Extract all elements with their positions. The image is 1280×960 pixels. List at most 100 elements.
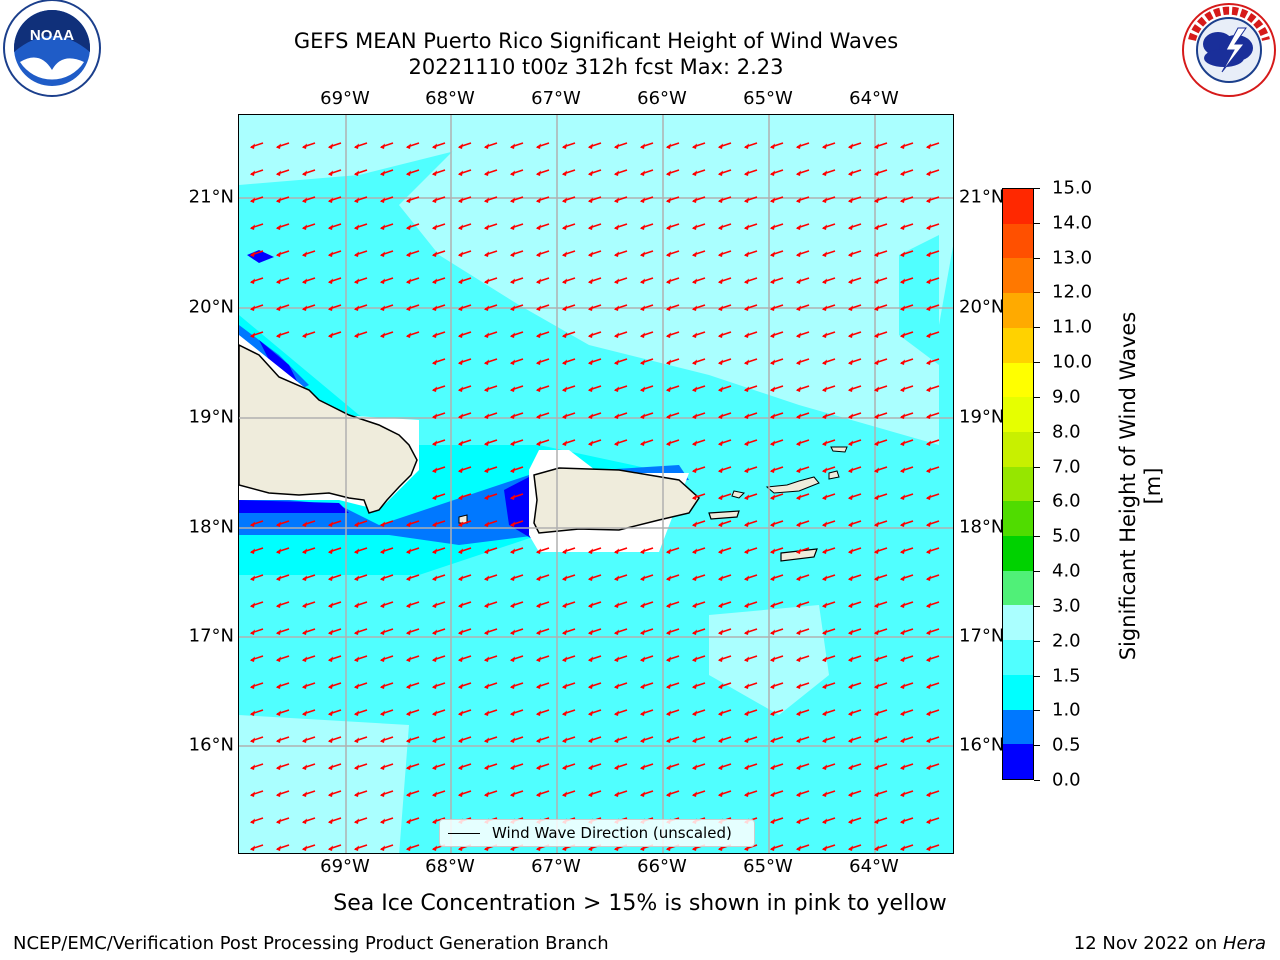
wind-arrow — [926, 250, 940, 257]
colorbar-segment — [1003, 189, 1033, 224]
wind-arrow — [770, 628, 784, 635]
colorbar-segment — [1003, 397, 1033, 432]
wind-arrow — [640, 196, 654, 203]
wind-arrow — [510, 655, 524, 662]
wind-arrow — [926, 844, 940, 851]
wind-arrow — [744, 196, 758, 203]
wind-arrow — [848, 601, 862, 608]
wind-arrow — [900, 682, 914, 689]
wind-arrow — [848, 304, 862, 311]
wind-arrow — [822, 628, 836, 635]
wind-arrow — [692, 250, 706, 257]
wind-arrow — [328, 277, 342, 284]
wind-arrow — [666, 790, 680, 797]
wind-arrow — [432, 682, 446, 689]
wind-arrow — [848, 520, 862, 527]
wind-arrow — [536, 709, 550, 716]
wind-arrow — [848, 412, 862, 419]
wind-arrow — [380, 547, 394, 554]
wind-arrow — [640, 709, 654, 716]
colorbar-label: Significant Height of Wind Waves [m] — [1116, 311, 1165, 661]
wind-arrow — [484, 709, 498, 716]
wind-arrow — [848, 493, 862, 500]
wind-arrow — [328, 736, 342, 743]
wind-arrow — [926, 547, 940, 554]
wind-arrow — [458, 493, 472, 500]
wind-arrow — [640, 142, 654, 149]
wind-arrow — [796, 709, 810, 716]
wind-arrow — [640, 574, 654, 581]
wind-arrow — [588, 169, 602, 176]
wind-arrow — [302, 277, 316, 284]
wind-arrow — [458, 196, 472, 203]
wind-arrow — [744, 412, 758, 419]
wind-arrow — [848, 709, 862, 716]
wind-arrow — [588, 277, 602, 284]
wind-arrow — [588, 142, 602, 149]
wind-arrow — [822, 763, 836, 770]
wind-arrow — [588, 601, 602, 608]
wind-arrow — [900, 331, 914, 338]
wind-arrow — [926, 520, 940, 527]
lon-label-top: 65°W — [743, 88, 793, 109]
wind-arrow — [510, 628, 524, 635]
wind-arrow — [276, 520, 290, 527]
wind-arrow — [926, 736, 940, 743]
wind-arrow — [770, 331, 784, 338]
wind-arrow — [692, 466, 706, 473]
wind-arrow — [458, 520, 472, 527]
wind-arrow — [354, 196, 368, 203]
wind-arrow — [302, 331, 316, 338]
wind-arrow — [926, 655, 940, 662]
colorbar-tick-mark — [1034, 292, 1040, 294]
wind-arrow — [250, 601, 264, 608]
wind-arrow — [562, 763, 576, 770]
wind-arrow — [770, 169, 784, 176]
wind-arrow — [302, 574, 316, 581]
colorbar-tick-mark — [1034, 675, 1040, 677]
wind-arrow — [718, 250, 732, 257]
wind-arrow — [822, 547, 836, 554]
wind-arrow — [822, 358, 836, 365]
colorbar-tick-mark — [1034, 780, 1040, 781]
wind-arrow — [770, 493, 784, 500]
wind-arrow — [614, 682, 628, 689]
wind-arrow — [562, 142, 576, 149]
wind-arrow — [536, 385, 550, 392]
wind-arrow — [380, 709, 394, 716]
wind-arrow — [926, 412, 940, 419]
wind-arrow — [380, 844, 394, 851]
wind-arrow — [406, 331, 420, 338]
wind-arrow — [666, 547, 680, 554]
wind-arrow — [900, 493, 914, 500]
wind-arrow — [900, 574, 914, 581]
wind-arrow — [432, 520, 446, 527]
wind-arrow — [276, 763, 290, 770]
wind-arrow — [718, 574, 732, 581]
wind-arrow — [692, 655, 706, 662]
wind-arrow — [900, 439, 914, 446]
wind-arrow — [900, 817, 914, 824]
wind-arrow — [614, 439, 628, 446]
colorbar-segment — [1003, 362, 1033, 398]
wind-arrow — [692, 547, 706, 554]
wind-arrow — [718, 682, 732, 689]
wind-arrow — [484, 277, 498, 284]
wind-arrow — [848, 277, 862, 284]
wind-arrow — [562, 547, 576, 554]
wind-arrow — [900, 304, 914, 311]
wind-arrow — [822, 142, 836, 149]
wind-arrow — [354, 844, 368, 851]
wind-arrow — [822, 709, 836, 716]
colorbar-tick-mark — [1034, 431, 1040, 433]
wind-arrow — [848, 844, 862, 851]
wind-arrow — [640, 628, 654, 635]
wind-arrow — [536, 277, 550, 284]
wind-arrow — [796, 385, 810, 392]
wind-arrow — [640, 250, 654, 257]
wind-arrow — [510, 439, 524, 446]
wind-arrow — [900, 709, 914, 716]
wind-arrow — [354, 304, 368, 311]
wind-arrow — [250, 547, 264, 554]
wind-arrow — [640, 601, 654, 608]
